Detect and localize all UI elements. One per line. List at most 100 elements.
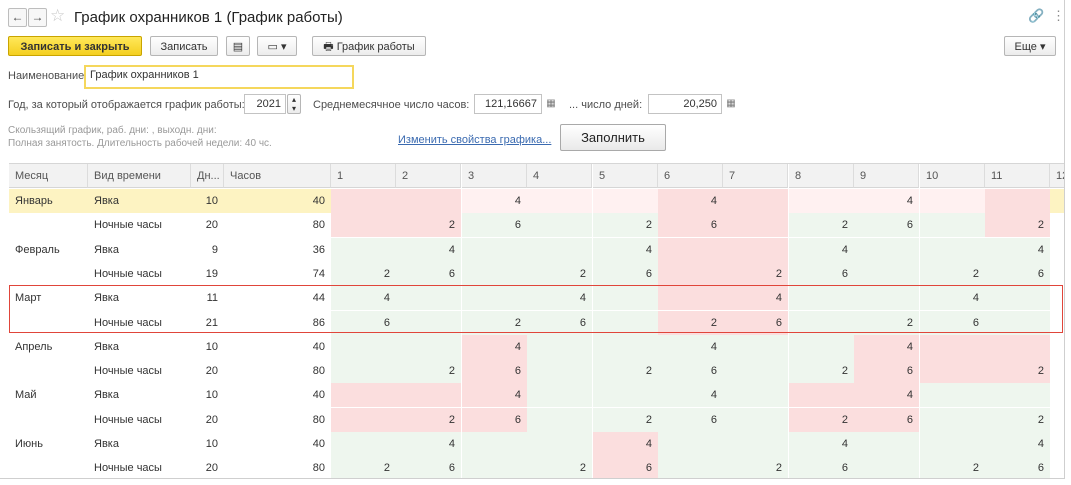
day-cell[interactable]: 6 (658, 359, 723, 384)
day-cell[interactable] (1050, 383, 1064, 408)
day-cell[interactable] (527, 407, 592, 432)
day-cell[interactable]: 2 (985, 213, 1050, 238)
day-cell[interactable]: 6 (462, 359, 527, 384)
day-cell[interactable]: 2 (920, 456, 985, 478)
day-cell[interactable] (396, 286, 461, 311)
day-cell[interactable] (985, 383, 1050, 408)
column-header[interactable]: 11 (985, 164, 1050, 188)
table-row[interactable]: Ночные часы 19 74 2 6 2 6 2 6 2 6 (9, 261, 1064, 286)
hours-cell[interactable]: 40 (224, 189, 331, 213)
time-kind-cell[interactable]: Явка (94, 438, 119, 450)
table-row[interactable]: Ночные часы 20 80 2 6 2 6 2 6 2 (9, 359, 1064, 384)
day-cell[interactable]: 2 (920, 261, 985, 286)
day-cell[interactable]: 2 (527, 261, 592, 286)
day-cell[interactable] (1050, 286, 1064, 311)
day-cell[interactable] (920, 189, 985, 213)
day-cell[interactable] (396, 189, 461, 213)
day-cell[interactable]: 4 (723, 286, 788, 311)
day-cell[interactable]: 2 (331, 261, 396, 286)
days-cell[interactable]: 19 (205, 267, 218, 280)
day-cell[interactable]: 2 (723, 261, 788, 286)
save-button[interactable]: Записать (150, 36, 218, 56)
time-kind-cell[interactable]: Явка (94, 292, 119, 305)
favorite-star-icon[interactable]: ☆ (50, 6, 66, 25)
day-cell[interactable] (658, 261, 723, 286)
table-row[interactable]: Ночные часы 21 86 6 2 6 2 6 2 6 (9, 310, 1064, 335)
year-input[interactable]: 2021 (244, 94, 286, 114)
schedule-print-button[interactable]: 🖶 График работы (312, 36, 426, 56)
name-input[interactable]: График охранников 1 (84, 65, 354, 89)
fill-button[interactable]: Заполнить (560, 124, 666, 151)
day-cell[interactable]: 2 (789, 359, 854, 384)
day-cell[interactable]: 4 (658, 383, 723, 408)
day-cell[interactable] (985, 334, 1050, 359)
days-cell[interactable]: 20 (205, 219, 218, 232)
time-kind-cell[interactable]: Ночные часы (94, 413, 162, 426)
day-cell[interactable]: 6 (854, 213, 919, 238)
day-cell[interactable] (527, 189, 592, 213)
days-cell[interactable]: 10 (205, 389, 218, 402)
table-row[interactable]: Ночные часы 20 80 2 6 2 6 2 6 2 (9, 407, 1064, 432)
hours-cell[interactable]: 80 (312, 365, 325, 378)
save-and-close-button[interactable]: Записать и закрыть (8, 36, 142, 56)
days-cell[interactable]: 20 (205, 413, 218, 426)
day-cell[interactable]: 6 (396, 456, 461, 478)
day-cell[interactable]: 6 (789, 456, 854, 478)
days-cell[interactable]: 10 (205, 438, 218, 450)
day-cell[interactable]: 6 (789, 261, 854, 286)
day-cell[interactable] (854, 456, 919, 478)
column-header[interactable]: 6 (658, 164, 723, 188)
day-cell[interactable]: 4 (462, 334, 527, 359)
day-cell[interactable]: 2 (854, 310, 919, 335)
day-cell[interactable] (593, 310, 658, 335)
days-cell[interactable]: 20 (205, 365, 218, 378)
days-cell[interactable]: 10 (191, 189, 224, 213)
hours-cell[interactable]: 80 (312, 219, 325, 232)
month-cell[interactable] (9, 456, 88, 478)
month-cell[interactable]: Май (15, 389, 37, 402)
time-kind-cell[interactable]: Явка (88, 189, 191, 213)
table-row[interactable]: Ночные часы 20 80 2 6 2 6 2 6 2 6 (9, 456, 1064, 478)
month-cell[interactable]: Январь (9, 189, 88, 213)
day-cell[interactable] (527, 237, 592, 262)
table-row[interactable]: Ночные часы 20 80 2 6 2 6 2 6 2 (9, 213, 1064, 238)
column-header[interactable]: Дн... (191, 164, 224, 188)
day-cell[interactable]: 6 (396, 261, 461, 286)
day-cell[interactable]: 6 (331, 310, 396, 335)
table-row[interactable]: Июнь Явка 10 40 4 4 4 4 (9, 432, 1064, 456)
hours-cell[interactable]: 44 (312, 292, 325, 305)
day-cell[interactable] (593, 334, 658, 359)
forward-button[interactable]: → (28, 8, 47, 27)
day-cell[interactable] (920, 432, 985, 456)
day-cell[interactable] (396, 383, 461, 408)
day-cell[interactable] (920, 334, 985, 359)
time-kind-cell[interactable]: Ночные часы (94, 219, 162, 232)
column-header[interactable]: 8 (789, 164, 854, 188)
schedule-table[interactable]: Месяц Вид времени Дн... Часов 1 2 3 4 5 6 7 8 9 10 11 1… (9, 163, 1064, 478)
day-cell[interactable] (723, 189, 788, 213)
day-cell[interactable] (527, 432, 592, 456)
day-cell[interactable] (331, 237, 396, 262)
time-kind-cell[interactable]: Явка (94, 340, 119, 353)
column-header[interactable]: Месяц (9, 164, 88, 188)
day-cell[interactable] (1050, 213, 1064, 238)
day-cell[interactable] (723, 237, 788, 262)
day-cell[interactable]: 2 (593, 407, 658, 432)
day-cell[interactable]: 4 (854, 334, 919, 359)
day-cell[interactable] (1050, 334, 1064, 359)
day-cell[interactable] (854, 286, 919, 311)
day-cell[interactable] (920, 383, 985, 408)
table-row[interactable]: Январь Явка 10 40 4 4 4 (9, 189, 1064, 213)
column-header[interactable]: 4 (527, 164, 592, 188)
day-cell[interactable]: 4 (593, 237, 658, 262)
day-cell[interactable] (1050, 407, 1064, 432)
day-cell[interactable]: 2 (331, 456, 396, 478)
month-cell[interactable]: Апрель (15, 340, 53, 353)
hours-cell[interactable]: 86 (312, 316, 325, 329)
day-cell[interactable]: 4 (658, 189, 723, 213)
day-cell[interactable]: 2 (593, 359, 658, 384)
days-cell[interactable]: 9 (211, 243, 218, 256)
hours-cell[interactable]: 40 (312, 389, 325, 402)
day-cell[interactable] (462, 261, 527, 286)
day-cell[interactable]: 2 (462, 310, 527, 335)
